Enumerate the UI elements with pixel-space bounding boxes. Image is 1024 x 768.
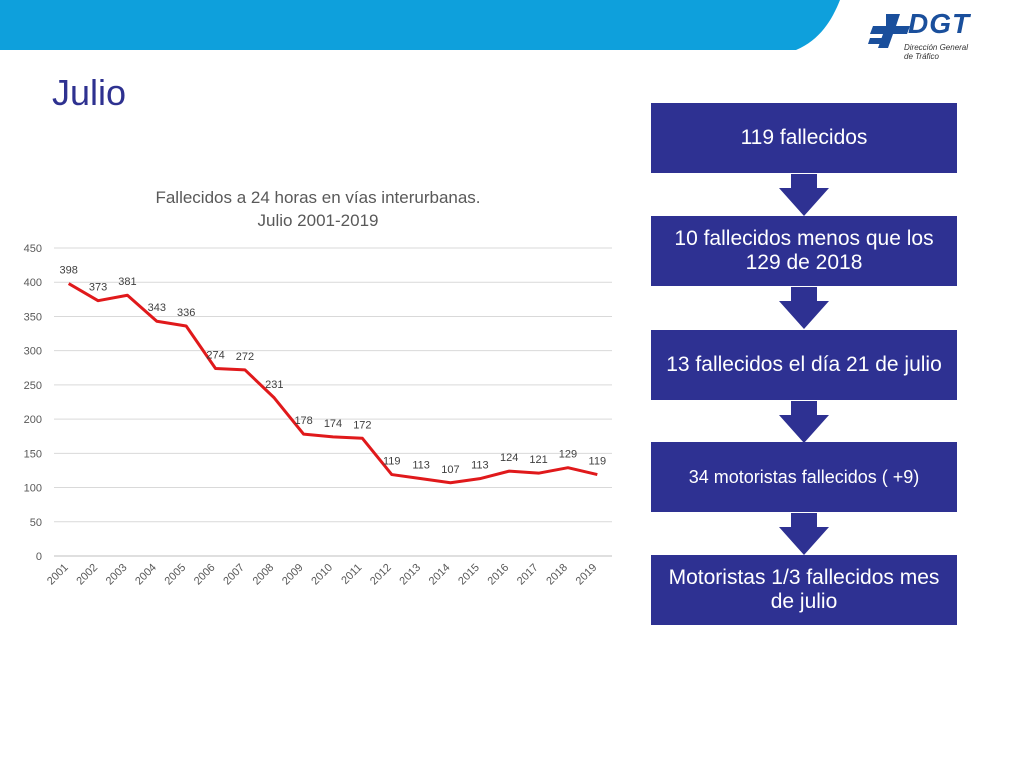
data-label: 121 xyxy=(529,454,547,466)
y-tick-label: 400 xyxy=(24,277,42,289)
data-label: 119 xyxy=(383,456,401,468)
x-tick-label: 2012 xyxy=(368,562,394,588)
flow-arrow-down-icon xyxy=(779,513,829,555)
x-tick-label: 2005 xyxy=(162,562,188,588)
x-tick-label: 2017 xyxy=(515,562,541,588)
logo-text: DGT xyxy=(908,8,971,39)
data-label: 398 xyxy=(60,265,78,277)
y-tick-label: 0 xyxy=(36,551,42,563)
chart-subtitle: Julio 2001-2019 xyxy=(258,211,379,230)
x-tick-label: 2009 xyxy=(280,562,306,588)
x-tick-label: 2010 xyxy=(309,562,335,588)
x-tick-label: 2004 xyxy=(133,562,159,588)
data-label: 174 xyxy=(324,418,342,430)
y-tick-label: 150 xyxy=(24,448,42,460)
x-tick-label: 2008 xyxy=(251,562,277,588)
data-label: 231 xyxy=(265,379,283,391)
flow-box-worst-day: 13 fallecidos el día 21 de julio xyxy=(651,330,957,400)
data-label: 107 xyxy=(441,464,459,476)
data-label: 336 xyxy=(177,307,195,319)
flow-arrow-down-icon xyxy=(779,287,829,329)
flow-arrow-down-icon xyxy=(779,401,829,443)
x-tick-label: 2018 xyxy=(544,562,570,588)
flow-arrow-down-icon xyxy=(779,174,829,216)
line-chart: Fallecidos a 24 horas en vías interurban… xyxy=(24,188,612,588)
x-tick-label: 2013 xyxy=(397,562,423,588)
page-title: Julio xyxy=(52,72,127,113)
x-tick-label: 2003 xyxy=(104,562,130,588)
y-tick-label: 50 xyxy=(30,517,42,529)
data-label: 129 xyxy=(559,449,577,461)
data-label: 178 xyxy=(294,415,312,427)
data-label: 113 xyxy=(412,460,430,472)
y-tick-label: 300 xyxy=(24,346,42,358)
data-label: 343 xyxy=(148,302,166,314)
x-tick-label: 2015 xyxy=(456,562,482,588)
x-tick-label: 2016 xyxy=(486,562,512,588)
y-tick-label: 250 xyxy=(24,380,42,392)
y-tick-label: 100 xyxy=(24,483,42,495)
data-label: 119 xyxy=(589,456,607,468)
data-label: 124 xyxy=(500,452,518,464)
data-label: 113 xyxy=(471,460,489,472)
x-tick-label: 2001 xyxy=(45,562,71,588)
logo-subtitle-line1: Dirección General xyxy=(904,43,969,52)
series-line xyxy=(67,282,598,485)
y-tick-label: 450 xyxy=(24,243,42,255)
top-banner xyxy=(0,0,840,50)
x-tick-label: 2014 xyxy=(427,562,453,588)
flow-box-motorcyclists: 34 motoristas fallecidos ( +9) xyxy=(651,442,957,512)
y-tick-label: 350 xyxy=(24,311,42,323)
data-label: 172 xyxy=(353,419,371,431)
flow-box-total: 119 fallecidos xyxy=(651,103,957,173)
x-tick-label: 2007 xyxy=(221,562,247,588)
flow-box-comparison: 10 fallecidos menos que los 129 de 2018 xyxy=(651,216,957,286)
dgt-logo-icon xyxy=(868,14,910,48)
y-tick-label: 200 xyxy=(24,414,42,426)
data-label: 381 xyxy=(118,276,136,288)
x-tick-label: 2019 xyxy=(574,562,600,588)
flow-box-motorcyclist-share: Motoristas 1/3 fallecidos mes de julio xyxy=(651,555,957,625)
x-tick-label: 2011 xyxy=(339,562,364,587)
chart-title: Fallecidos a 24 horas en vías interurban… xyxy=(155,188,480,207)
x-tick-label: 2002 xyxy=(74,562,100,588)
data-label: 272 xyxy=(236,351,254,363)
logo-subtitle-line2: de Tráfico xyxy=(904,52,939,61)
x-tick-label: 2006 xyxy=(192,562,218,588)
data-label: 373 xyxy=(89,282,107,294)
data-label: 274 xyxy=(206,349,224,361)
